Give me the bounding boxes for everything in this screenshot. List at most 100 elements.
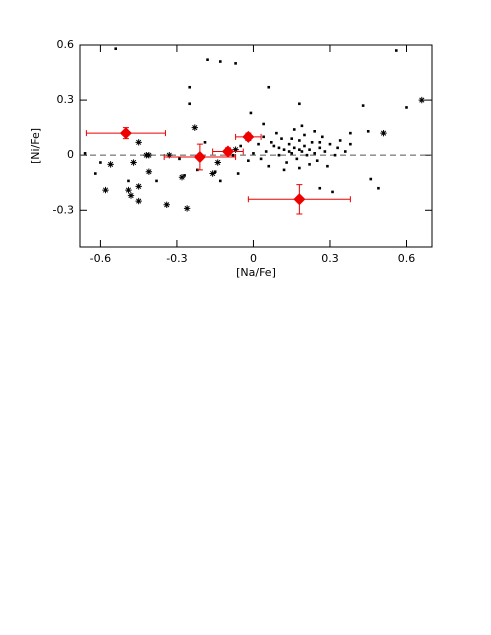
dot (203, 141, 207, 144)
dot (338, 139, 342, 142)
asterisk (191, 124, 198, 131)
dot (313, 130, 316, 133)
y-tick-label: -0.3 (53, 203, 74, 216)
dot (178, 157, 181, 161)
plot-frame (79, 44, 433, 248)
asterisk (130, 159, 137, 166)
asterisk (232, 146, 239, 153)
dot (249, 111, 253, 115)
dot (218, 60, 222, 63)
dot (349, 131, 352, 135)
asterisk (418, 96, 425, 104)
dot (270, 141, 273, 144)
asterisk (135, 197, 142, 205)
dot (277, 153, 281, 157)
dot (267, 85, 271, 89)
dot (349, 142, 352, 146)
x-tick-label: 0 (250, 252, 257, 265)
asterisk (107, 161, 114, 168)
dot (326, 164, 329, 168)
diamond (242, 130, 255, 143)
dot (303, 144, 306, 148)
dot (336, 146, 339, 150)
dot (94, 172, 97, 175)
dot (231, 153, 235, 157)
dot (234, 62, 237, 65)
dot (285, 161, 288, 164)
dot (308, 148, 311, 151)
dot (323, 150, 327, 153)
dot (295, 157, 299, 161)
dot (188, 85, 191, 89)
asterisk (209, 170, 216, 177)
dot (239, 144, 242, 148)
asterisk (163, 201, 170, 208)
dot (292, 128, 296, 131)
dot (282, 148, 286, 151)
dot (343, 150, 347, 153)
dot (275, 131, 278, 135)
dot (298, 148, 301, 151)
dot (328, 142, 332, 146)
asterisk (135, 139, 142, 146)
dot (298, 166, 301, 170)
asterisk (145, 151, 153, 159)
asterisk (214, 159, 221, 166)
x-tick-label: 0.6 (398, 252, 416, 265)
dot (321, 135, 324, 139)
asterisk (183, 205, 191, 212)
dot (308, 163, 311, 166)
x-tick-label: 0.3 (321, 252, 339, 265)
dot (272, 144, 276, 148)
dot (264, 150, 268, 153)
y-tick-label: 0 (67, 148, 74, 161)
asterisk (135, 183, 142, 190)
dot (287, 150, 291, 153)
x-tick-label: -0.6 (90, 252, 111, 265)
dot (213, 170, 217, 174)
dot (310, 141, 314, 144)
asterisk (127, 192, 135, 199)
dot (155, 179, 158, 183)
dot (262, 135, 265, 139)
dot (252, 152, 255, 155)
dot (405, 106, 408, 109)
dot (83, 152, 87, 155)
asterisk (166, 151, 173, 159)
dot (318, 146, 322, 150)
dot (287, 142, 291, 146)
asterisk (125, 186, 132, 194)
dot (369, 177, 373, 181)
asterisk (102, 186, 109, 194)
dot (218, 179, 222, 183)
diamond (221, 145, 234, 158)
dot (292, 146, 296, 150)
x-tick-label: -0.3 (166, 252, 187, 265)
dot (114, 47, 118, 50)
x-axis-label: [Na/Fe] (236, 266, 276, 279)
dot (127, 179, 130, 183)
dot (300, 124, 304, 128)
asterisk (145, 168, 153, 175)
dot (247, 159, 250, 162)
dot (188, 102, 191, 106)
dot (303, 133, 306, 137)
dot (377, 186, 380, 190)
asterisk (380, 129, 387, 137)
dot (282, 168, 286, 172)
dot (290, 152, 294, 155)
diamond (193, 151, 206, 164)
y-tick-label: 0.6 (57, 38, 75, 51)
dot (267, 164, 271, 168)
dot (318, 186, 322, 190)
dot (298, 139, 301, 142)
dot (361, 104, 365, 107)
y-tick-label: 0.3 (57, 93, 75, 106)
dot (277, 146, 281, 150)
dot (333, 153, 337, 157)
y-axis-label: [Ni/Fe] (29, 128, 42, 164)
dot (315, 159, 319, 162)
dot (366, 130, 370, 133)
dot (318, 141, 322, 144)
dot (305, 153, 309, 157)
